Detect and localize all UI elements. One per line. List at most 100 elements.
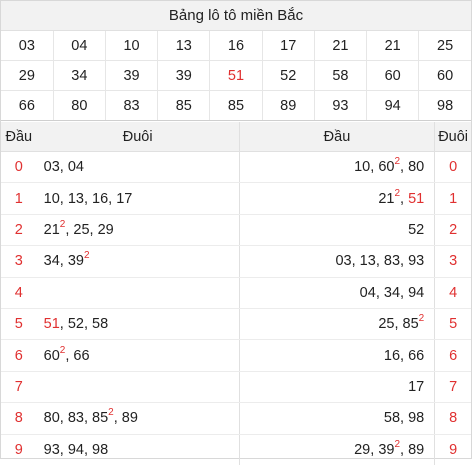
loto-value: 52 [67, 316, 84, 333]
row-head-right: 9 [449, 441, 458, 458]
loto-value: 89 [408, 441, 425, 458]
row-head-right: 3 [434, 245, 471, 278]
row-dau-values: 58, 98 [239, 402, 436, 435]
loto-value: 98 [92, 441, 109, 458]
col-header-duoi-right: Đuôi [434, 122, 471, 152]
head-tail-row: 2 212, 25, 29 52 2 [1, 214, 471, 247]
row-head-left: 1 [1, 182, 37, 215]
loto-value: 34 [43, 253, 60, 270]
loto-value: 34 [383, 284, 401, 301]
number-cell: 93 [314, 90, 368, 121]
row-duoi-values [36, 371, 240, 404]
repeat-count: 2 [394, 438, 401, 450]
row-head-left: 2 [1, 214, 37, 247]
number-cell: 60 [418, 60, 471, 91]
loto-value: 58 [383, 410, 401, 427]
row-head-left: 7 [1, 371, 37, 404]
row-head-left: 4 [1, 277, 37, 309]
row-head-left: 3 [1, 245, 37, 278]
row-dau-values: 03, 13, 83, 93 [239, 245, 436, 278]
loto-value: 03 [335, 253, 352, 270]
loto-value: 83 [67, 410, 84, 427]
number-row: 29 34 39 39 51 52 58 60 60 [1, 60, 471, 91]
row-head-right: 4 [434, 277, 471, 309]
number-cell: 66 [1, 90, 54, 121]
head-tail-row: 4 04, 34, 94 4 [1, 277, 471, 309]
row-head-right: 7 [434, 371, 471, 404]
number-row: 66 80 83 85 85 89 93 94 98 [1, 90, 471, 121]
number-cell: 80 [53, 90, 106, 121]
row-duoi-values [36, 277, 240, 309]
loto-value: 03 [43, 159, 60, 176]
col-header-dau-left: Đầu [1, 122, 37, 152]
loto-value: 25 [73, 221, 90, 238]
row-head-left: 5 [1, 308, 37, 341]
loto-value: 29 [354, 441, 371, 458]
repeat-count: 2 [59, 344, 66, 356]
loto-value: 04 [67, 159, 84, 176]
repeat-count: 2 [394, 156, 401, 168]
row-duoi-values: 51, 52, 58 [36, 308, 240, 341]
head-tail-row: 9 93, 94, 98 29, 392, 89 9 [1, 434, 471, 465]
row-duoi-values: 80, 83, 852, 89 [36, 402, 240, 435]
repeat-count: 2 [59, 218, 66, 230]
loto-value: 17 [116, 190, 133, 207]
number-cell: 52 [262, 60, 315, 91]
number-cell: 21 [366, 31, 420, 61]
loto-value: 58 [92, 316, 109, 333]
row-dau-values: 16, 66 [239, 339, 436, 372]
row-head-left: 9 [14, 441, 23, 458]
loto-value: 98 [408, 410, 425, 427]
loto-value: 93 [43, 441, 60, 458]
row-dau-values: 17 [239, 371, 436, 404]
loto-value: 21 [378, 190, 395, 207]
loto-value: 51 [43, 316, 60, 333]
number-cell: 34 [53, 60, 106, 91]
loto-value: 66 [73, 347, 90, 364]
number-cell: 13 [157, 31, 211, 61]
head-tail-row: 1 10, 13, 16, 17 212, 51 1 [1, 182, 471, 215]
head-tail-header-row: Đầu Đuôi Đầu Đuôi [1, 122, 471, 152]
number-cell: 39 [105, 60, 159, 91]
loto-value: 80 [408, 159, 425, 176]
table-title: Bảng lô tô miền Bắc [1, 1, 471, 31]
head-tail-row: 0 03, 04 10, 602, 80 0 [1, 151, 471, 184]
loto-value: 25 [378, 316, 395, 333]
row-head-right: 8 [434, 402, 471, 435]
loto-value: 85 [402, 316, 419, 333]
loto-value: 94 [408, 284, 425, 301]
head-tail-row: 5 51, 52, 58 25, 852 5 [1, 308, 471, 341]
loto-value: 89 [121, 410, 138, 427]
number-cell: 85 [157, 90, 211, 121]
row-head-left: 6 [1, 339, 37, 372]
loto-value: 52 [408, 221, 425, 238]
row-dau-values: 52 [239, 214, 436, 247]
number-cell: 17 [262, 31, 315, 61]
row-head-left: 0 [1, 151, 37, 184]
row-duoi-values: 212, 25, 29 [36, 214, 240, 247]
repeat-count: 2 [108, 407, 114, 419]
repeat-count: 2 [394, 187, 401, 199]
head-tail-row: 8 80, 83, 852, 89 58, 98 8 [1, 402, 471, 435]
row-duoi-values: 03, 04 [36, 151, 240, 184]
head-tail-row: 7 17 7 [1, 371, 471, 404]
loto-value: 29 [97, 221, 114, 238]
head-tail-row: 6 602, 66 16, 66 6 [1, 339, 471, 372]
head-tail-table: Đầu Đuôi Đầu Đuôi 0 03, 04 10, 602, 80 0 1 10… [1, 122, 471, 465]
head-tail-row: 3 34, 392 03, 13, 83, 93 3 [1, 245, 471, 278]
row-head-right: 1 [434, 182, 471, 215]
loto-value: 66 [408, 347, 425, 364]
loto-value: 39 [378, 441, 395, 458]
row-duoi-values: 602, 66 [36, 339, 240, 372]
number-cell: 83 [105, 90, 159, 121]
row-dau-values: 10, 602, 80 [239, 151, 436, 184]
row-head-right: 5 [434, 308, 471, 341]
loto-value: 83 [383, 253, 401, 270]
loto-value: 13 [67, 190, 84, 207]
loto-value: 39 [67, 253, 84, 270]
row-duoi-values: 34, 392 [36, 245, 240, 278]
row-head-right: 6 [434, 339, 471, 372]
loto-value: 21 [43, 221, 60, 238]
loto-value: 60 [378, 159, 395, 176]
